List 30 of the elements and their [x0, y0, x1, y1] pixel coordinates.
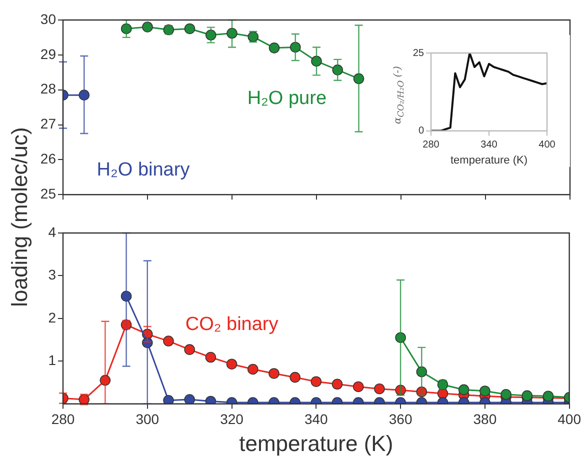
- y-tick-label: 28: [40, 80, 56, 97]
- point: [184, 23, 196, 34]
- x-tick-label: 400: [558, 411, 582, 428]
- y-tick-label: 27: [40, 116, 56, 132]
- point: [268, 42, 280, 54]
- y-tick-label: 25: [40, 185, 56, 202]
- x-tick-label: 300: [136, 411, 160, 428]
- y-tick-label: 26: [40, 150, 56, 167]
- x-tick-label: 400: [538, 140, 556, 151]
- y-tick-label: 25: [412, 48, 424, 59]
- y-tick-label: 0: [418, 126, 424, 137]
- series-label: H₂O pure: [247, 88, 327, 109]
- x-axis-title: temperature (K): [450, 154, 528, 166]
- x-tick-label: 360: [388, 411, 412, 428]
- y-axis-title: loading (molec/uc): [7, 127, 33, 307]
- x-tick-label: 280: [422, 140, 440, 151]
- y-tick-label: 2: [48, 309, 56, 326]
- x-tick-label: 320: [220, 411, 244, 428]
- text: H₂O binary: [96, 159, 190, 180]
- y-tick-label: 3: [48, 266, 56, 283]
- x-tick-label: 280: [51, 411, 75, 428]
- series-label: CO₂ binary: [185, 314, 279, 336]
- x-tick-label: 380: [473, 411, 497, 428]
- y-tick-label: 30: [40, 10, 56, 27]
- x-tick-label: 340: [480, 140, 498, 151]
- x-axis-title: temperature (K): [239, 430, 394, 456]
- y-tick-label: 29: [40, 46, 56, 62]
- y-tick-label: 4: [48, 224, 56, 240]
- x-tick-label: 340: [304, 411, 328, 428]
- y-tick-label: 1: [48, 352, 56, 368]
